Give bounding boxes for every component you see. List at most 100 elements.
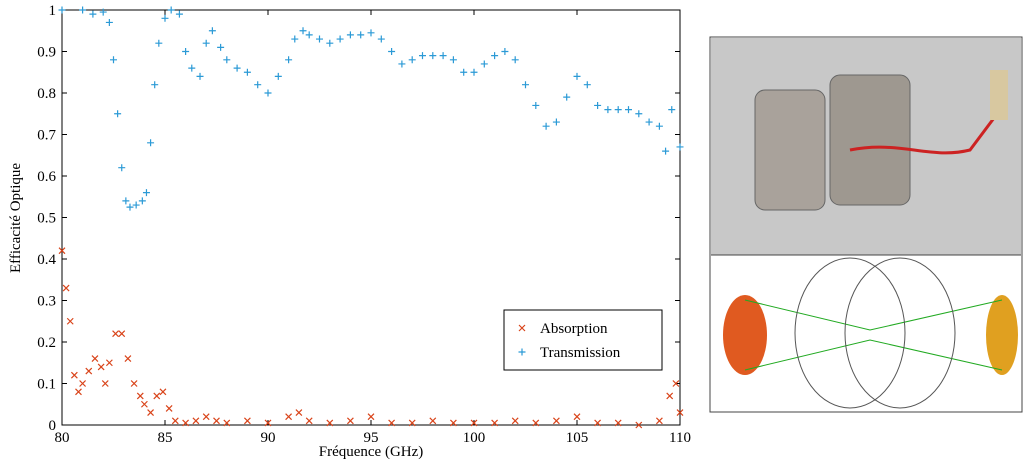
point	[79, 380, 87, 387]
point	[243, 417, 251, 425]
point	[439, 52, 447, 60]
x-tick-label: 100	[463, 430, 486, 446]
y-tick-label: 0.9	[37, 45, 56, 61]
point	[122, 197, 130, 205]
point	[254, 81, 262, 89]
point	[159, 388, 167, 396]
point	[594, 419, 602, 427]
point	[346, 31, 354, 39]
point	[676, 409, 684, 416]
point	[91, 355, 99, 363]
y-tick-label: 0.3	[37, 294, 56, 310]
point	[672, 380, 680, 387]
point	[635, 421, 643, 429]
x-tick-label: 95	[364, 430, 379, 446]
point	[58, 6, 66, 14]
point	[126, 203, 134, 211]
point	[346, 417, 354, 425]
y-tick-label: 0.1	[37, 377, 56, 393]
point	[118, 330, 126, 338]
point	[449, 56, 457, 64]
point	[192, 417, 200, 425]
y-tick-label: 0.5	[37, 211, 56, 227]
rays	[744, 299, 1003, 371]
point	[357, 31, 365, 39]
legend-label: Absorption	[540, 321, 608, 337]
point	[552, 417, 560, 425]
point	[367, 29, 375, 37]
point	[501, 48, 509, 55]
point	[182, 48, 190, 55]
point	[491, 52, 499, 60]
point	[594, 101, 602, 109]
point	[305, 31, 313, 39]
point	[243, 68, 251, 76]
point	[196, 72, 204, 80]
point	[668, 106, 676, 114]
point	[470, 419, 478, 427]
point	[408, 56, 416, 64]
point	[511, 417, 519, 425]
x-tick-label: 85	[158, 430, 173, 446]
y-tick-label: 0.6	[37, 169, 56, 185]
point	[114, 110, 122, 118]
point	[625, 106, 632, 114]
photo-panel	[709, 36, 1023, 413]
point	[130, 380, 138, 387]
point	[89, 10, 97, 18]
point	[573, 72, 581, 80]
beam-target	[986, 295, 1018, 375]
point	[367, 413, 375, 421]
point	[419, 52, 426, 60]
point	[223, 56, 231, 64]
point	[202, 413, 210, 421]
point	[336, 35, 344, 43]
point	[655, 417, 663, 425]
point	[167, 6, 175, 14]
point	[97, 363, 105, 371]
point	[491, 419, 499, 427]
lens-wire	[794, 257, 906, 409]
point	[155, 39, 163, 47]
point	[165, 404, 173, 412]
point	[573, 413, 581, 421]
x-tick-label: 105	[566, 430, 589, 446]
point	[112, 330, 119, 338]
point	[511, 56, 519, 64]
point	[552, 118, 560, 126]
point	[110, 56, 117, 64]
wire	[849, 109, 1002, 155]
point	[105, 359, 113, 367]
point	[147, 409, 155, 416]
point	[124, 355, 132, 363]
point	[66, 317, 74, 325]
point	[398, 60, 406, 68]
point	[138, 197, 146, 205]
y-tick-label: 0.2	[37, 335, 56, 351]
point	[449, 419, 457, 427]
point	[75, 388, 82, 396]
point	[99, 8, 107, 16]
point	[85, 367, 93, 375]
point	[118, 164, 126, 172]
legend-label: Transmission	[540, 345, 621, 361]
point	[388, 419, 396, 427]
point	[274, 72, 282, 80]
point	[70, 371, 78, 379]
y-tick-label: 0	[49, 418, 57, 434]
point	[295, 409, 303, 416]
point	[429, 52, 437, 60]
cylinder	[754, 89, 826, 211]
point	[175, 10, 183, 18]
point	[614, 106, 622, 114]
point	[460, 68, 468, 76]
point	[182, 419, 190, 427]
x-tick-label: 90	[261, 430, 276, 446]
point	[388, 48, 396, 55]
y-axis-label: Efficacité Optique	[8, 163, 24, 273]
point	[470, 68, 478, 76]
y-tick-label: 1	[49, 3, 57, 19]
point	[408, 419, 416, 427]
point	[676, 143, 684, 151]
point	[614, 419, 622, 427]
